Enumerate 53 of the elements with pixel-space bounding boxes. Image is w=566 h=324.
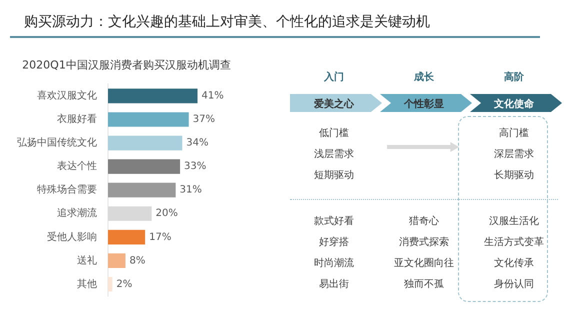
text: 身份认同 [493, 278, 535, 291]
bar [108, 206, 152, 221]
text: 汉服生活化 [488, 214, 540, 228]
data-label: 31% [180, 184, 202, 196]
text: 时尚潮流 [313, 256, 355, 270]
y-tick-label: 表达个性 [57, 160, 97, 172]
data-label: 41% [202, 90, 224, 102]
y-tick-label: 喜欢汉服文化 [37, 90, 97, 102]
data-label: 34% [186, 138, 208, 149]
y-tick-label: 弘扬中国传统文化 [17, 136, 97, 149]
chart-subtitle: 2020Q1中国汉服消费者购买汉服动机调查 [22, 58, 231, 72]
bar [108, 276, 112, 292]
text: 高门槛 [498, 126, 530, 140]
text: 高阶 [503, 70, 525, 84]
bar [108, 88, 198, 104]
text: 爱美之心 [313, 97, 355, 111]
y-tick-label: 送礼 [77, 254, 97, 266]
y-tick-label: 特殊场合需要 [37, 184, 97, 196]
bar [108, 182, 176, 198]
text: 易出街 [318, 278, 350, 291]
text: 文化使命 [493, 98, 535, 111]
text: 文化传承 [493, 256, 535, 270]
text: 长期驱动 [493, 168, 535, 182]
text: 成长 [413, 70, 435, 84]
y-tick-label: 受他人影响 [47, 230, 97, 243]
y-tick-label: 追求潮流 [57, 207, 97, 220]
bar [108, 136, 182, 150]
text: 入门 [323, 70, 345, 84]
text: 款式好看 [313, 214, 355, 228]
text: 低门槛 [318, 126, 350, 140]
text: 独而不孤 [403, 278, 445, 291]
data-label: 20% [156, 208, 178, 220]
bar [108, 230, 146, 244]
y-tick-label: 其他 [77, 278, 97, 290]
y-tick-label: 衣服好看 [57, 113, 97, 126]
bar [108, 112, 189, 127]
text: 好穿搭 [318, 236, 350, 249]
text: 亚文化圈向往 [393, 256, 455, 270]
text: 生活方式变革 [483, 236, 545, 249]
bar [108, 253, 126, 268]
text: 个性彰显 [403, 97, 445, 111]
data-label: 8% [129, 255, 146, 266]
text: 短期驱动 [313, 168, 355, 182]
text: 深层需求 [493, 148, 535, 161]
text: 购买源动力：文化兴趣的基础上对审美、个性化的追求是关键动机 [24, 13, 430, 31]
data-label: 2% [116, 278, 132, 290]
data-label: 17% [149, 232, 172, 243]
bar [108, 159, 180, 174]
data-label: 37% [192, 114, 216, 126]
text: 猎奇心 [408, 214, 440, 228]
data-label: 33% [184, 161, 206, 172]
text: 消费式探索 [398, 236, 450, 249]
text: 浅层需求 [313, 148, 355, 161]
